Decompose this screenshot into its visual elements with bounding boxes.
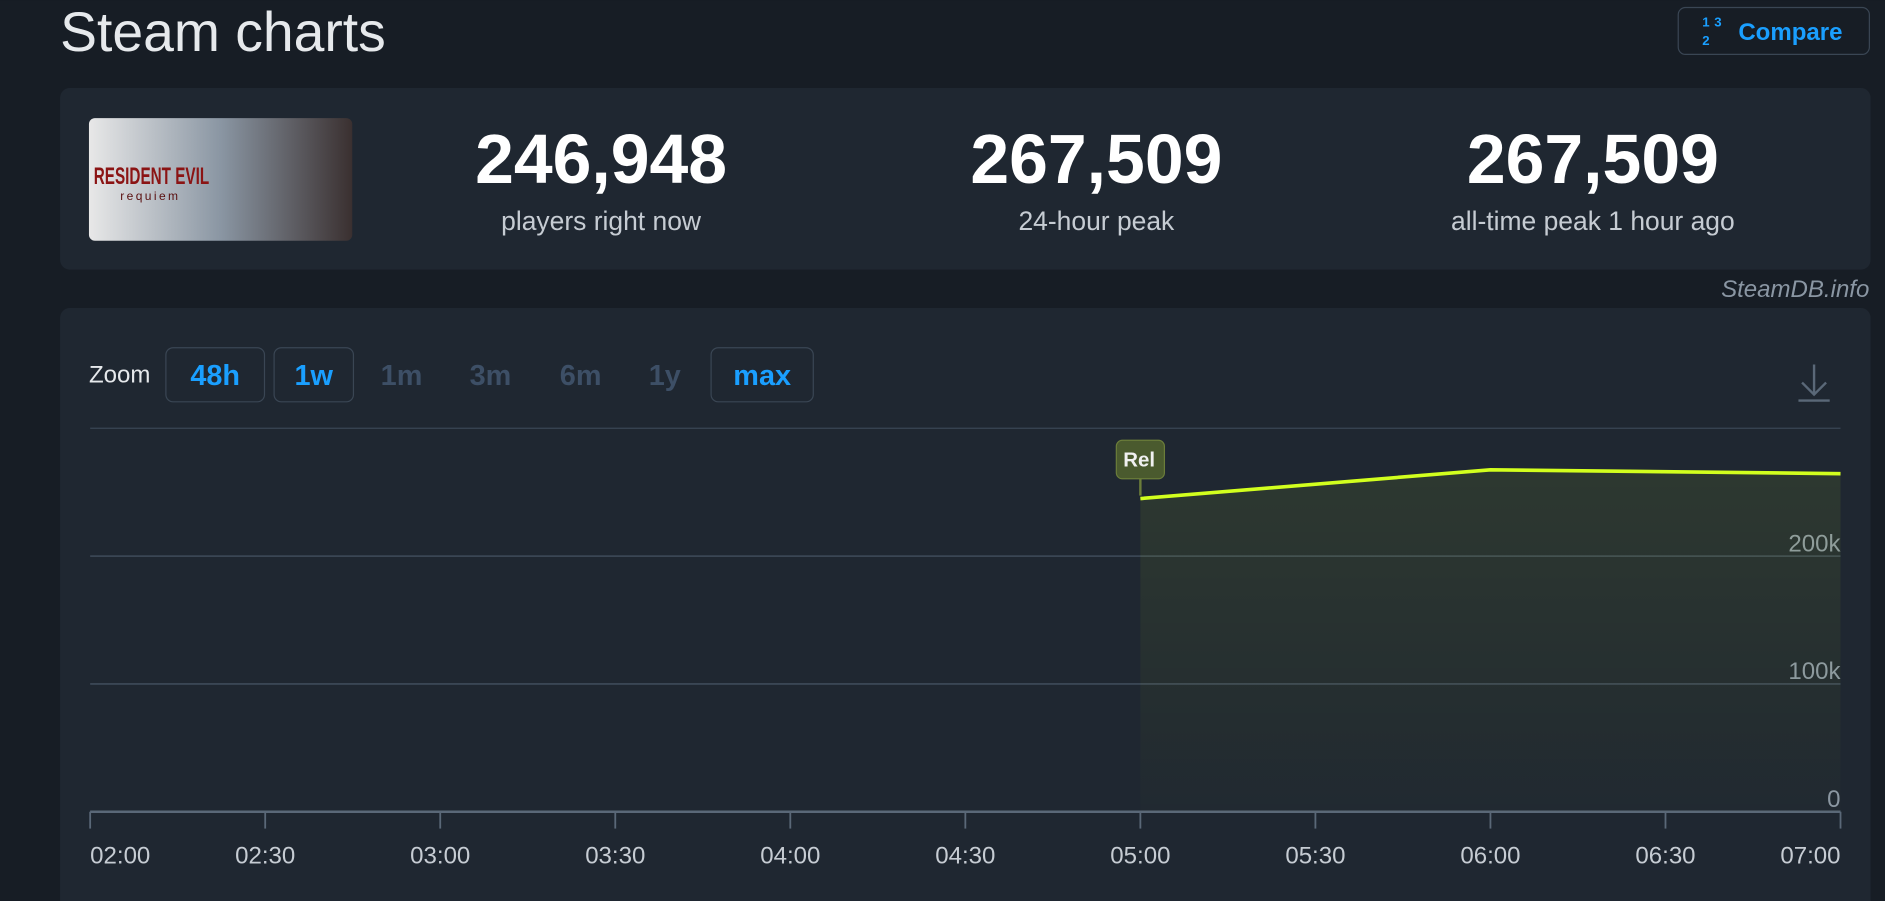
annotation-flag[interactable]: [1115, 439, 1166, 480]
x-tick-label: 07:00: [1780, 842, 1840, 869]
zoom-button[interactable]: [710, 347, 814, 403]
x-tick-label: 05:00: [1110, 842, 1170, 869]
stat-value: 246,948: [475, 120, 727, 198]
x-tick-label: 02:30: [235, 842, 295, 869]
stat-label: all-time peak 1 hour ago: [1451, 206, 1735, 236]
compare-icon: 1 32: [1702, 15, 1721, 48]
stat-label: 24-hour peak: [1018, 206, 1175, 236]
x-tick-label: 04:00: [760, 842, 820, 869]
compare-button[interactable]: [1677, 6, 1870, 55]
x-tick-label: 03:30: [585, 842, 645, 869]
zoom-option[interactable]: 1w: [295, 360, 334, 392]
area: [1140, 469, 1841, 812]
download-icon[interactable]: [1798, 364, 1830, 402]
x-tick-label: 02:00: [90, 842, 150, 869]
stat-label: players right now: [501, 206, 702, 236]
zoom-option[interactable]: 1m: [381, 360, 423, 392]
zoom-button[interactable]: [165, 347, 266, 403]
zoom-option[interactable]: 1y: [649, 360, 681, 392]
stats-panel: [60, 88, 1871, 270]
svg-text:3: 3: [1714, 15, 1721, 30]
x-tick-label: 05:30: [1285, 842, 1345, 869]
zoom-option[interactable]: 6m: [560, 360, 602, 392]
logo-subtitle: requiem: [120, 189, 180, 203]
annotation-label: Rel: [1123, 450, 1155, 472]
page-title: Steam charts: [60, 1, 386, 63]
stat-value: 267,509: [970, 120, 1222, 198]
svg-text:2: 2: [1702, 33, 1709, 48]
zoom-label: Zoom: [89, 362, 150, 389]
x-tick-label: 03:00: [410, 842, 470, 869]
zoom-option[interactable]: 3m: [470, 360, 512, 392]
x-tick-label: 04:30: [935, 842, 995, 869]
game-logo: [88, 118, 353, 241]
stat-value: 267,509: [1467, 120, 1719, 198]
zoom-option[interactable]: max: [733, 360, 791, 392]
credit: SteamDB.info: [1721, 276, 1869, 303]
x-tick-label: 06:00: [1460, 842, 1520, 869]
svg-text:1: 1: [1702, 15, 1709, 30]
compare-label[interactable]: Compare: [1738, 19, 1842, 46]
line: [1140, 468, 1841, 501]
zoom-button[interactable]: [273, 347, 355, 403]
logo-title: RESIDENT EVIL: [94, 163, 209, 190]
x-tick-label: 06:30: [1635, 842, 1695, 869]
zoom-option[interactable]: 48h: [190, 360, 240, 392]
